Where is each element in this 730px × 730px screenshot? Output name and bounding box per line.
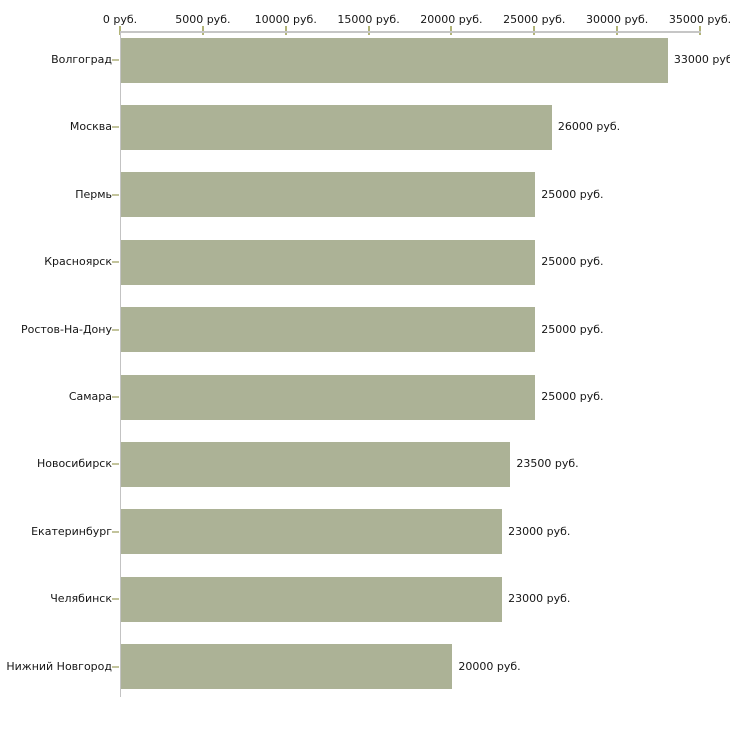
y-axis-tick — [112, 126, 119, 129]
value-label: 23000 руб. — [508, 524, 571, 538]
value-label: 25000 руб. — [541, 255, 604, 269]
value-label: 23500 руб. — [516, 457, 579, 471]
bar — [121, 576, 503, 622]
bar — [121, 644, 453, 690]
category-label: Нижний Новгород — [6, 659, 112, 673]
category-label: Волгоград — [51, 53, 112, 66]
bar — [121, 374, 536, 420]
y-axis-tick — [112, 665, 119, 668]
x-axis-tick-label: 15000 руб. — [337, 13, 400, 26]
x-axis-tick-label: 20000 руб. — [420, 13, 483, 26]
x-axis-tick — [367, 26, 370, 35]
x-axis-tick — [201, 26, 204, 35]
x-axis-tick-label: 0 руб. — [102, 13, 138, 26]
category-label: Пермь — [75, 187, 112, 201]
value-label: 23000 руб. — [508, 592, 571, 606]
category-label: Красноярск — [44, 255, 112, 269]
x-axis-tick — [699, 26, 701, 35]
y-axis-tick — [112, 59, 119, 61]
value-label: 20000 руб. — [458, 659, 521, 673]
y-axis-tick — [112, 598, 119, 601]
x-axis-tick — [533, 26, 536, 35]
value-label: 25000 руб. — [541, 390, 604, 403]
x-axis-tick-label: 5000 руб. — [175, 13, 231, 26]
bar — [121, 441, 511, 487]
y-axis-tick — [112, 328, 119, 331]
x-axis-line — [120, 31, 701, 33]
y-axis-tick — [112, 396, 119, 398]
bar — [121, 37, 668, 83]
category-label: Ростов-На-Дону — [20, 322, 112, 336]
x-axis-tick-label: 35000 руб. — [668, 13, 730, 26]
x-axis-tick-label: 30000 руб. — [586, 13, 649, 26]
y-axis-tick — [112, 530, 119, 533]
x-axis-tick — [616, 26, 619, 35]
value-label: 25000 руб. — [541, 187, 604, 201]
bar — [121, 239, 536, 285]
x-axis-tick — [450, 26, 453, 35]
value-label: 26000 руб. — [557, 120, 621, 134]
value-label: 25000 руб. — [541, 322, 604, 336]
category-label: Москва — [69, 120, 112, 134]
category-label: Новосибирск — [36, 457, 112, 471]
bar — [121, 104, 552, 150]
y-axis-line — [120, 31, 121, 697]
value-label: 33000 руб — [673, 53, 730, 66]
bar — [121, 307, 536, 353]
x-axis-tick-label: 25000 руб. — [503, 13, 566, 26]
category-label: Екатеринбург — [31, 524, 112, 538]
category-label: Челябинск — [50, 592, 112, 606]
category-label: Самара — [68, 390, 112, 403]
x-axis-tick — [284, 26, 287, 35]
y-axis-tick — [112, 193, 119, 196]
x-axis-tick — [119, 26, 121, 35]
y-axis-tick — [112, 463, 119, 466]
bar — [121, 509, 503, 555]
bar — [121, 172, 536, 218]
x-axis-tick-label: 10000 руб. — [254, 13, 317, 26]
y-axis-tick — [112, 261, 119, 264]
